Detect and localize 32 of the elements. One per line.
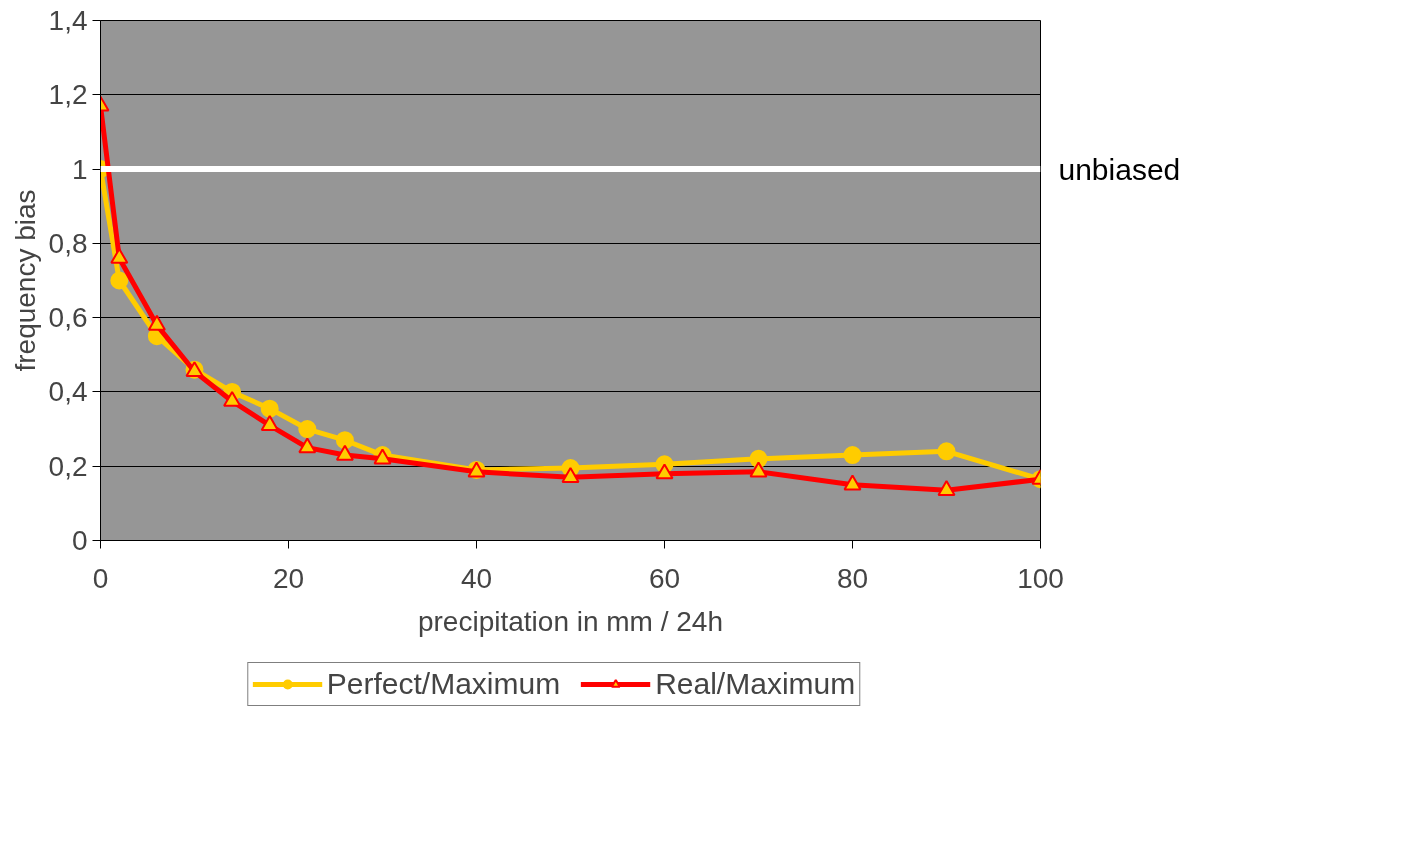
y-tick-label: 0 [71, 525, 88, 556]
legend-label: Real/Maximum [655, 667, 856, 701]
y-tick-label: 0,4 [48, 376, 88, 408]
y-tick-label: 1,4 [48, 5, 88, 36]
x-tick-label: 20 [272, 562, 305, 594]
point [335, 444, 354, 461]
y-tick-label: 0,8 [48, 227, 88, 259]
point [260, 415, 279, 431]
y-tick-label: 0,2 [48, 450, 88, 482]
point [655, 463, 674, 480]
x-tick-label: 60 [648, 562, 681, 594]
point [110, 271, 129, 290]
ref-line-label: unbiased [1058, 152, 1181, 186]
point [223, 390, 242, 407]
point [561, 467, 580, 483]
point [147, 314, 166, 331]
point [260, 399, 279, 418]
y-tick-label: 1,2 [48, 79, 88, 111]
x-tick-label: 100 [1017, 562, 1064, 594]
x-tick-label: 0 [92, 562, 109, 594]
point [937, 480, 956, 496]
point [110, 247, 129, 264]
legend-label: Perfect/Maximum [326, 667, 561, 701]
point [843, 474, 862, 491]
x-tick-label: 40 [460, 562, 493, 594]
y-tick-label: 0,6 [48, 302, 88, 334]
point [749, 461, 768, 478]
x-axis-title: precipitation in mm / 24h [417, 605, 724, 637]
x-tick-label: 80 [836, 562, 869, 594]
y-tick-label: 1 [71, 153, 88, 185]
point [298, 437, 317, 454]
y-axis-title: frequency bias [9, 189, 41, 372]
